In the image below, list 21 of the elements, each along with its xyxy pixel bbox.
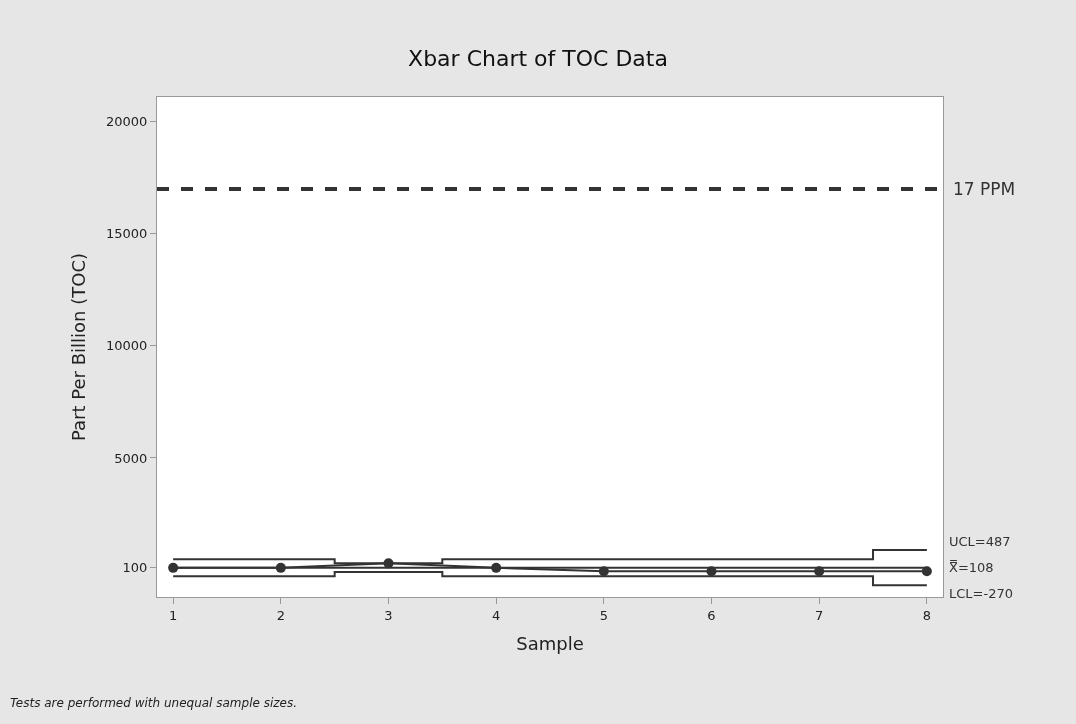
- ref-line-label: 17 PPM: [953, 179, 1016, 199]
- series-label: LCL=-270: [949, 586, 1013, 601]
- x-tick-label: 2: [276, 607, 285, 623]
- x-tick-label: 1: [169, 607, 178, 623]
- series-label: UCL=487: [949, 534, 1011, 549]
- y-axis-title: Part Per Billion (TOC): [68, 253, 90, 441]
- x-tick-label: 5: [599, 607, 608, 623]
- x-tick-label: 3: [384, 607, 393, 623]
- y-tick-label: 10000: [106, 338, 148, 354]
- x-axis-title: Sample: [516, 632, 584, 654]
- x-tick-label: 4: [492, 607, 501, 623]
- series-label: X̿=108: [949, 560, 994, 576]
- x-tick-label: 8: [922, 607, 931, 623]
- y-tick-label: 5000: [114, 450, 148, 466]
- x-tick-label: 6: [707, 607, 716, 623]
- x-tick-label: 7: [815, 607, 824, 623]
- y-tick-label: 20000: [106, 114, 148, 130]
- y-tick-label: 15000: [106, 226, 148, 242]
- text: Tests are performed with unequal sample sizes.: [10, 696, 298, 710]
- y-tick-label: 100: [122, 560, 148, 576]
- chart-title: Xbar Chart of TOC Data: [408, 46, 668, 72]
